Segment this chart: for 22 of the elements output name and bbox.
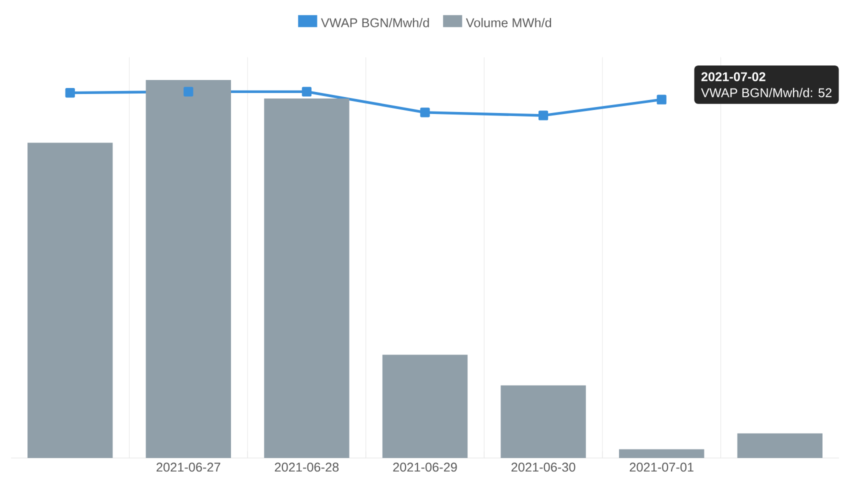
x-tick-label: 2021-06-30 <box>511 462 576 472</box>
x-tick-label: 2021-06-29 <box>393 462 457 472</box>
point <box>656 94 666 105</box>
point <box>538 110 548 120</box>
bar <box>264 98 350 458</box>
bar <box>28 142 113 458</box>
point <box>302 86 312 97</box>
annotation: VWAP BGN/Mwh/d: 52 <box>701 88 832 98</box>
x-tick-label: 2021-06-27 <box>156 462 220 472</box>
bar <box>146 80 231 458</box>
point <box>184 86 194 97</box>
legend-label: VWAP BGN/Mwh/d <box>320 18 429 28</box>
annotation: 2021-07-02 <box>701 72 766 82</box>
bar <box>382 354 468 458</box>
x-tick-label: 2021-06-28 <box>274 462 339 472</box>
point <box>65 88 75 98</box>
bar <box>737 433 822 458</box>
bar <box>619 449 704 458</box>
bar <box>500 385 586 458</box>
legend-label: Volume MWh/d <box>466 18 552 28</box>
x-tick-label: 2021-07-01 <box>630 462 694 472</box>
point <box>420 108 430 118</box>
